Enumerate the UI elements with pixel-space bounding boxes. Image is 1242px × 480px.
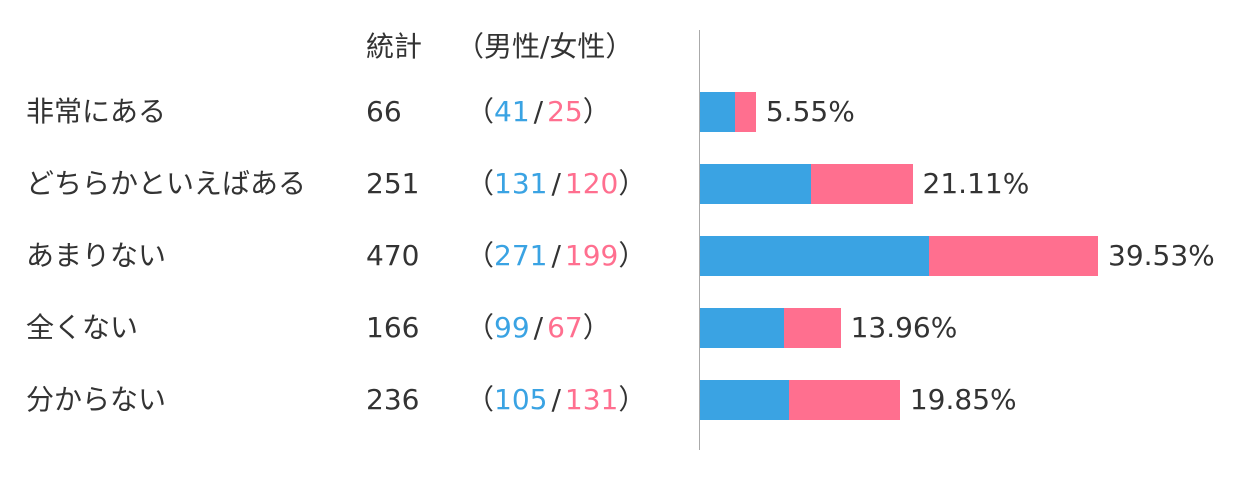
bar-male xyxy=(700,236,930,276)
paren-close: ） xyxy=(618,167,647,200)
percent-label: 13.96% xyxy=(850,311,958,344)
slash: / xyxy=(533,311,544,344)
bar-male xyxy=(700,164,811,204)
bar-female xyxy=(788,380,900,420)
chart-axis xyxy=(699,30,700,450)
gender-split: （99/67） xyxy=(466,311,611,345)
paren-close: ） xyxy=(582,95,611,128)
male-value: 105 xyxy=(494,383,548,416)
percent-label: 39.53% xyxy=(1108,239,1215,272)
category-label: 非常にある xyxy=(26,95,167,128)
female-value: 120 xyxy=(564,167,619,200)
paren-open: （ xyxy=(466,167,495,200)
bar-male xyxy=(700,92,735,132)
paren-open: （ xyxy=(466,239,495,272)
category-label: どちらかといえばある xyxy=(26,167,307,200)
category-label: あまりない xyxy=(26,239,167,272)
slash: / xyxy=(551,383,561,416)
total-value: 236 xyxy=(366,383,420,416)
total-value: 251 xyxy=(366,167,420,200)
paren-open: （ xyxy=(466,311,495,344)
category-label: 分からない xyxy=(26,383,167,416)
total-value: 66 xyxy=(366,95,402,128)
percent-label: 5.55% xyxy=(765,95,855,128)
female-value: 25 xyxy=(547,95,583,128)
percent-label: 21.11% xyxy=(922,167,1030,200)
category-label: 全くない xyxy=(26,311,139,344)
male-value: 99 xyxy=(494,311,530,344)
gender-split: （41/25） xyxy=(466,95,611,129)
male-value: 271 xyxy=(494,239,548,272)
total-value: 470 xyxy=(366,239,420,272)
paren-close: ） xyxy=(582,311,611,344)
slash: / xyxy=(533,95,544,128)
paren-close: ） xyxy=(618,383,647,416)
paren-close: ） xyxy=(618,239,647,272)
paren-open: （ xyxy=(466,95,495,128)
percent-label: 19.85% xyxy=(909,383,1017,416)
male-value: 41 xyxy=(494,95,530,128)
slash: / xyxy=(551,239,561,272)
female-value: 131 xyxy=(564,383,619,416)
slash: / xyxy=(551,167,561,200)
gender-split: （105/131） xyxy=(466,383,646,417)
paren-open: （ xyxy=(466,383,495,416)
header-total: 統計 xyxy=(366,30,423,63)
bar-female xyxy=(783,308,841,348)
female-value: 67 xyxy=(547,311,583,344)
bar-female xyxy=(810,164,913,204)
bar-female xyxy=(734,92,756,132)
header-split: （男性/女性） xyxy=(456,30,634,63)
bar-female xyxy=(929,236,1098,276)
male-value: 131 xyxy=(494,167,548,200)
bar-male xyxy=(700,308,784,348)
bar-male xyxy=(700,380,789,420)
female-value: 199 xyxy=(564,239,619,272)
gender-split: （131/120） xyxy=(466,167,646,201)
gender-split: （271/199） xyxy=(466,239,646,273)
total-value: 166 xyxy=(366,311,420,344)
